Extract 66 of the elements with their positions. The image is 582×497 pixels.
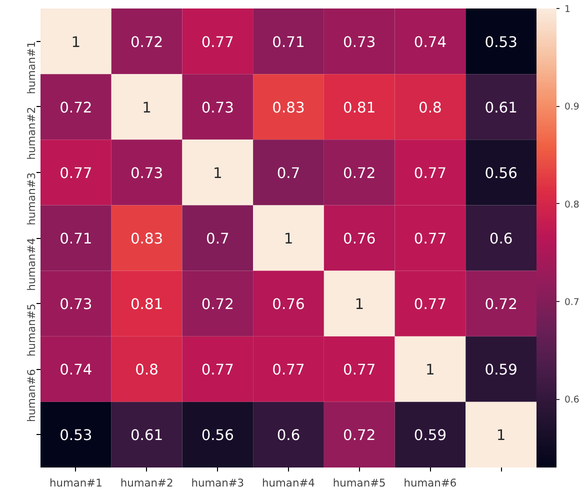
data-label: 1 [71, 34, 81, 51]
data-label: 0.76 [272, 296, 305, 314]
data-label: 0.77 [201, 34, 234, 51]
data-label: 1 [284, 230, 294, 248]
data-label: 0.6 [489, 230, 513, 248]
data-label: 0.77 [414, 230, 447, 248]
data-label: 0.59 [484, 362, 518, 379]
data-label: 0.81 [343, 99, 376, 116]
y-tick-label: human#4 [25, 238, 38, 291]
x-tick-label: human#4 [262, 476, 316, 490]
y-tick-label: human#5 [25, 304, 38, 356]
data-label: 0.8 [418, 99, 442, 116]
y-tick-label: human#1 [25, 41, 38, 94]
data-label: 1 [426, 362, 435, 379]
color-bar-label: 0.9 [564, 102, 580, 113]
data-label: 1 [212, 164, 222, 182]
data-label: 0.76 [343, 230, 376, 248]
x-tick-label: human#5 [332, 476, 386, 490]
data-label: 0.74 [414, 34, 447, 51]
data-label: 0.8 [135, 362, 158, 379]
data-label: 0.56 [484, 164, 518, 182]
x-tick-label: human#1 [49, 476, 102, 490]
data-label: 0.73 [130, 164, 164, 182]
data-label: 0.72 [60, 99, 92, 116]
data-label: 0.71 [272, 34, 305, 51]
data-label: 0.53 [484, 34, 518, 51]
data-label: 0.72 [343, 164, 376, 182]
data-label: 0.77 [343, 362, 376, 379]
data-label: 0.53 [60, 427, 92, 444]
data-label: 0.72 [130, 34, 164, 51]
color-bar-label: 1 [564, 4, 570, 15]
data-label: 0.83 [272, 99, 305, 116]
data-label: 0.7 [276, 164, 300, 182]
data-label: 0.7 [206, 230, 230, 248]
data-label: 0.71 [60, 230, 92, 248]
data-label: 0.61 [484, 99, 518, 116]
data-label: 1 [354, 296, 364, 314]
data-label: 0.77 [414, 296, 447, 314]
y-tick-label: human#2 [25, 106, 38, 160]
data-label: 0.6 [276, 427, 300, 444]
data-label: 0.77 [201, 362, 234, 379]
color-bar-label: 0.8 [564, 199, 580, 210]
x-tick-label: human#6 [404, 476, 457, 490]
x-tick-label: human#2 [120, 476, 174, 490]
data-label: 0.61 [130, 427, 164, 444]
data-label: 0.83 [130, 230, 164, 248]
x-tick-label: human#3 [191, 476, 244, 490]
data-label: 0.77 [60, 164, 92, 182]
data-label: 0.72 [484, 296, 518, 314]
color-bar-label: 0.7 [564, 296, 580, 308]
data-label: 0.59 [414, 427, 447, 444]
data-label: 0.77 [272, 362, 305, 379]
y-tick-label: human#6 [25, 368, 38, 422]
data-label: 1 [496, 427, 506, 444]
data-label: 0.72 [201, 296, 234, 314]
data-label: 1 [142, 99, 152, 116]
y-tick-label: human#3 [25, 172, 38, 226]
data-label: 0.77 [414, 164, 447, 182]
data-label: 0.73 [201, 99, 234, 116]
color-bar-label: 0.6 [564, 394, 580, 406]
data-label: 0.56 [201, 427, 234, 444]
data-label: 0.73 [60, 296, 92, 314]
data-label: 0.74 [60, 362, 92, 379]
data-label: 0.73 [343, 34, 376, 51]
data-label: 0.72 [343, 427, 376, 444]
data-label: 0.81 [130, 296, 164, 314]
